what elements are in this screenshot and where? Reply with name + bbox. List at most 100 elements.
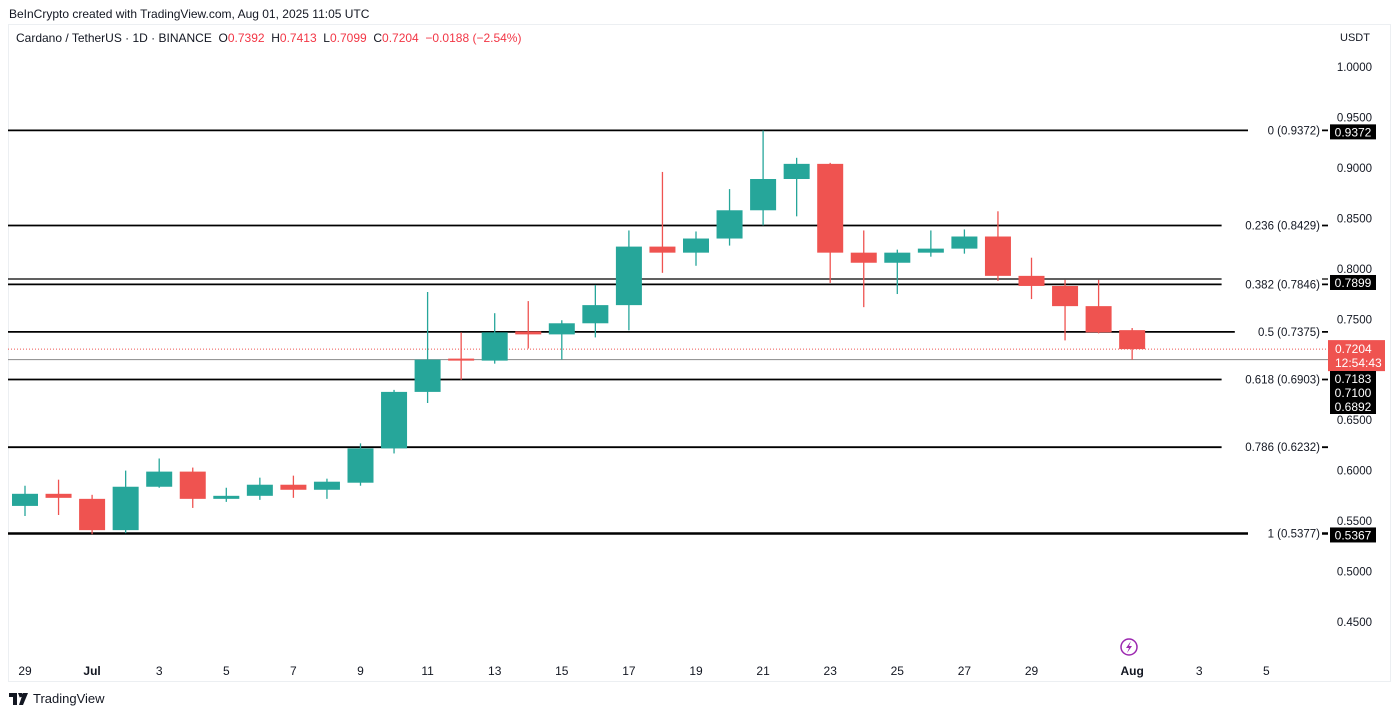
price-tag: 0.6892 — [1335, 400, 1372, 414]
candle-down — [850, 252, 877, 263]
chart-credit: BeInCrypto created with TradingView.com,… — [9, 7, 370, 21]
x-tick-label: 17 — [622, 664, 636, 678]
x-tick-label: 15 — [555, 664, 569, 678]
y-tick-label: 0.5000 — [1337, 567, 1372, 579]
candle-up — [750, 178, 777, 211]
x-tick-label: 29 — [18, 664, 32, 678]
fib-level-label: 0.618 (0.6903) — [1245, 374, 1320, 386]
x-tick-label: Jul — [83, 664, 100, 678]
candle-up — [213, 495, 240, 499]
low-value: 0.7099 — [329, 31, 367, 45]
y-tick-label: 0.7500 — [1337, 314, 1372, 326]
fib-label-bg — [1221, 372, 1322, 387]
x-tick-label: 7 — [290, 664, 297, 678]
fib-label-bg — [1248, 526, 1322, 541]
last-price-tag: 0.7204 — [1335, 342, 1372, 356]
close-label: C — [373, 31, 383, 45]
candle-down — [45, 493, 72, 498]
x-tick-label: Aug — [1120, 664, 1143, 678]
symbol-legend: Cardano / TetherUS · 1D · BINANCE O0.739… — [16, 31, 521, 45]
candle-up — [313, 481, 340, 490]
x-tick-label: 9 — [357, 664, 364, 678]
candle-down — [448, 358, 475, 361]
candle-up — [12, 493, 38, 506]
candle-down — [1085, 306, 1112, 333]
candle-up — [146, 471, 173, 487]
x-tick-label: 3 — [156, 664, 163, 678]
candle-down — [1052, 285, 1079, 307]
lightning-event-icon — [1120, 638, 1138, 656]
candle-down — [79, 498, 106, 531]
candle-up — [481, 332, 508, 361]
currency-label[interactable]: USDT — [1340, 32, 1370, 44]
y-tick-label: 1.0000 — [1337, 62, 1372, 74]
price-tag-bg — [1330, 371, 1376, 386]
fib-label-bg — [1221, 277, 1322, 292]
tradingview-logo-icon — [9, 692, 28, 705]
open-value: 0.7392 — [227, 31, 265, 45]
candle-up — [615, 246, 642, 306]
fib-level-label: 0.382 (0.7846) — [1245, 279, 1320, 291]
candle-up — [683, 238, 709, 253]
x-tick-label: 21 — [756, 664, 770, 678]
candle-up — [414, 359, 441, 392]
candle-up — [548, 323, 575, 335]
fib-price-tag-bg — [1330, 527, 1376, 543]
high-value: 0.7413 — [279, 31, 317, 45]
countdown-timer: 12:54:43 — [1335, 356, 1382, 370]
chart-frame — [8, 24, 1391, 682]
candle-up — [951, 236, 978, 249]
price-tag-bg — [1330, 385, 1376, 400]
price-tag: 0.7100 — [1335, 386, 1372, 400]
y-tick-label: 0.6500 — [1337, 415, 1372, 427]
lightning-bolt-icon — [1126, 641, 1132, 653]
x-tick-label: 29 — [1025, 664, 1039, 678]
symbol-name: Cardano / TetherUS · 1D · BINANCE — [16, 31, 212, 45]
candle-up — [246, 484, 273, 496]
candle-down — [984, 236, 1011, 276]
fib-price-tag: 0.5367 — [1335, 528, 1372, 542]
candle-up — [381, 391, 408, 449]
fib-price-tag-bg — [1330, 124, 1376, 140]
x-tick-label: 5 — [1263, 664, 1270, 678]
candle-up — [112, 486, 139, 531]
candle-up — [347, 448, 374, 483]
y-tick-label: 0.4500 — [1337, 617, 1372, 629]
price-tag: 0.7183 — [1335, 372, 1372, 386]
candle-up — [582, 305, 609, 324]
close-value: 0.7204 — [382, 31, 419, 45]
fib-price-tag: 0.9372 — [1335, 125, 1372, 139]
fib-label-bg — [1234, 324, 1322, 339]
candle-up — [783, 163, 810, 179]
candle-down — [280, 484, 307, 490]
fib-level-label: 1 (0.5377) — [1268, 528, 1321, 540]
candle-up — [884, 252, 911, 263]
fib-label-bg — [1248, 123, 1322, 138]
fib-label-bg — [1221, 440, 1322, 455]
candle-up — [917, 248, 944, 253]
y-tick-label: 0.5500 — [1337, 516, 1372, 528]
x-tick-label: 19 — [689, 664, 703, 678]
y-tick-label: 0.9000 — [1337, 163, 1372, 175]
x-tick-label: 25 — [891, 664, 905, 678]
x-tick-label: 13 — [488, 664, 502, 678]
extra-line-price-tag-bg — [1330, 274, 1376, 290]
x-tick-label: 11 — [421, 664, 434, 678]
tradingview-logo-text: TradingView — [33, 691, 105, 706]
fib-label-bg — [1221, 218, 1322, 233]
candle-down — [817, 163, 844, 253]
x-tick-label: 3 — [1196, 664, 1203, 678]
fib-level-label: 0.786 (0.6232) — [1245, 442, 1320, 454]
high-label: H — [271, 31, 280, 45]
price-tag-bg — [1330, 399, 1376, 414]
extra-line-price-tag: 0.7899 — [1335, 276, 1372, 290]
candle-down — [1018, 275, 1045, 286]
tradingview-logo[interactable]: TradingView — [9, 691, 105, 706]
candle-down — [179, 471, 206, 499]
candle-up — [716, 210, 743, 239]
x-tick-label: 27 — [958, 664, 972, 678]
candle-down — [649, 246, 676, 253]
x-tick-label: 5 — [223, 664, 230, 678]
y-tick-label: 0.8000 — [1337, 264, 1372, 276]
